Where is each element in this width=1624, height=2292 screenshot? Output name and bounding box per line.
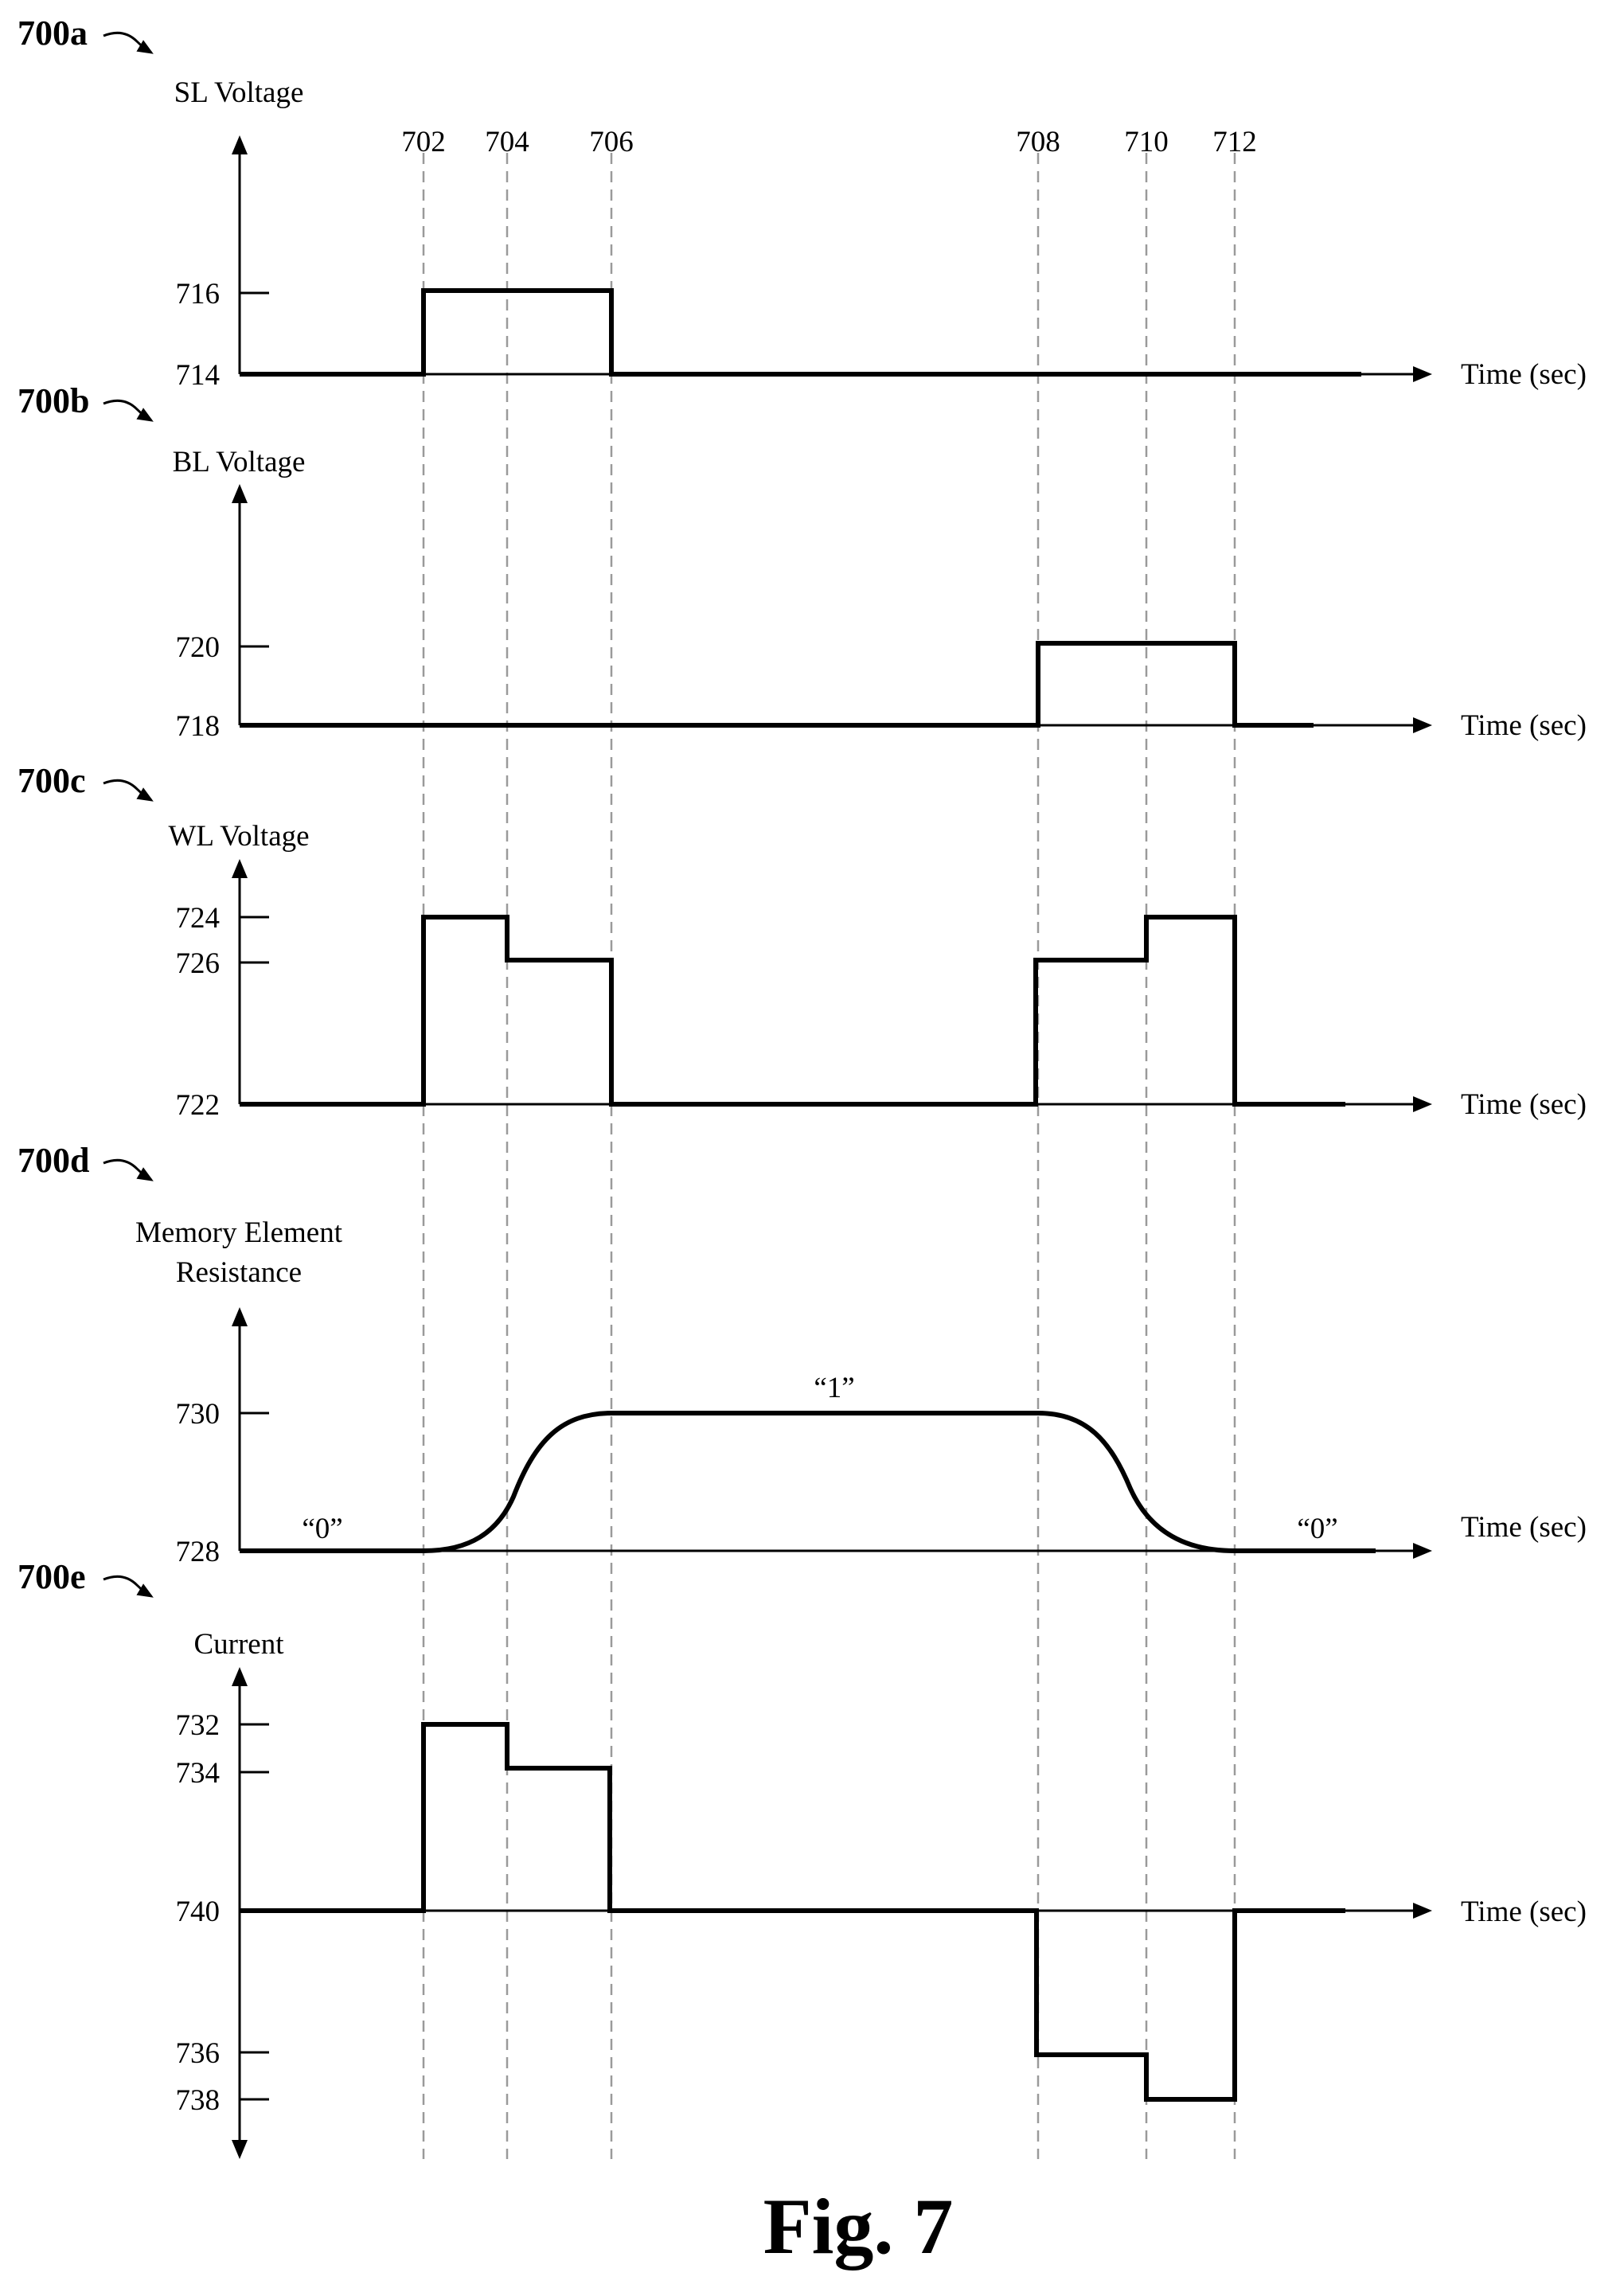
y-axis-label: SL Voltage bbox=[174, 76, 304, 109]
panel-700b: 700b BL Voltage 720 718 Time (sec) bbox=[18, 381, 1587, 743]
bl-voltage-trace bbox=[240, 641, 1314, 728]
resistance-trace bbox=[240, 1411, 1376, 1553]
event-label-704: 704 bbox=[485, 126, 529, 158]
event-labels: 702 704 706 708 710 712 bbox=[401, 126, 1257, 158]
panel-id-700a: 700a bbox=[18, 14, 88, 53]
event-label-708: 708 bbox=[1016, 126, 1060, 158]
y-tick-label-736: 736 bbox=[176, 2037, 221, 2070]
x-axis-label: Time (sec) bbox=[1461, 1896, 1587, 1928]
x-axis-label: Time (sec) bbox=[1461, 1088, 1587, 1121]
y-axis-label: Memory Element bbox=[135, 1216, 343, 1249]
panel-pointer-arrow bbox=[103, 1158, 154, 1181]
y-tick-label-716: 716 bbox=[176, 278, 221, 310]
y-axis-label: WL Voltage bbox=[168, 820, 309, 853]
sl-voltage-trace bbox=[240, 288, 1361, 377]
panel-pointer-arrow bbox=[103, 399, 154, 422]
event-label-706: 706 bbox=[589, 126, 634, 158]
figure-caption: Fig. 7 bbox=[763, 2182, 954, 2271]
y-tick-label-730: 730 bbox=[176, 1398, 221, 1431]
panel-700c: 700c WL Voltage 724 726 722 Time (sec) bbox=[18, 761, 1587, 1122]
panel-pointer-arrow bbox=[103, 31, 154, 54]
y-tick-label-738: 738 bbox=[176, 2084, 221, 2117]
x-axis-label: Time (sec) bbox=[1461, 709, 1587, 742]
y-axis-label: Current bbox=[193, 1628, 284, 1661]
y-tick-label-718: 718 bbox=[176, 710, 221, 743]
panel-700e: 700e Current 732 734 740 736 738 Time (s… bbox=[18, 1557, 1587, 2159]
state-label-0-after: “0” bbox=[1297, 1513, 1337, 1545]
panel-pointer-arrow bbox=[103, 779, 154, 802]
y-tick-label-740: 740 bbox=[176, 1896, 221, 1928]
panel-pointer-arrow bbox=[103, 1575, 154, 1598]
y-tick-label-728: 728 bbox=[176, 1536, 221, 1568]
panel-700d: 700d Memory Element Resistance 730 728 T… bbox=[18, 1141, 1587, 1568]
panel-id-700e: 700e bbox=[18, 1557, 86, 1596]
current-trace bbox=[240, 1722, 1345, 2102]
event-label-702: 702 bbox=[401, 126, 446, 158]
panel-id-700d: 700d bbox=[18, 1141, 89, 1180]
wl-voltage-trace bbox=[240, 915, 1345, 1107]
y-tick-label-734: 734 bbox=[176, 1757, 221, 1790]
y-tick-label-726: 726 bbox=[176, 947, 221, 980]
panel-id-700c: 700c bbox=[18, 761, 86, 800]
event-label-712: 712 bbox=[1212, 126, 1257, 158]
event-guides bbox=[422, 153, 1236, 2159]
y-axis-label: BL Voltage bbox=[173, 446, 306, 478]
x-axis-label: Time (sec) bbox=[1461, 358, 1587, 391]
y-tick-label-732: 732 bbox=[176, 1709, 221, 1742]
y-tick-label-724: 724 bbox=[176, 902, 221, 935]
state-label-0: “0” bbox=[302, 1513, 342, 1545]
panel-id-700b: 700b bbox=[18, 381, 89, 420]
event-label-710: 710 bbox=[1124, 126, 1169, 158]
panel-700a: 700a SL Voltage 716 714 Time (sec) bbox=[18, 14, 1587, 392]
y-tick-label-722: 722 bbox=[176, 1089, 221, 1122]
y-axis-label: Resistance bbox=[176, 1256, 302, 1289]
y-tick-label-714: 714 bbox=[176, 359, 221, 392]
x-axis-label: Time (sec) bbox=[1461, 1511, 1587, 1544]
y-tick-label-720: 720 bbox=[176, 631, 221, 664]
state-label-1: “1” bbox=[814, 1372, 854, 1404]
